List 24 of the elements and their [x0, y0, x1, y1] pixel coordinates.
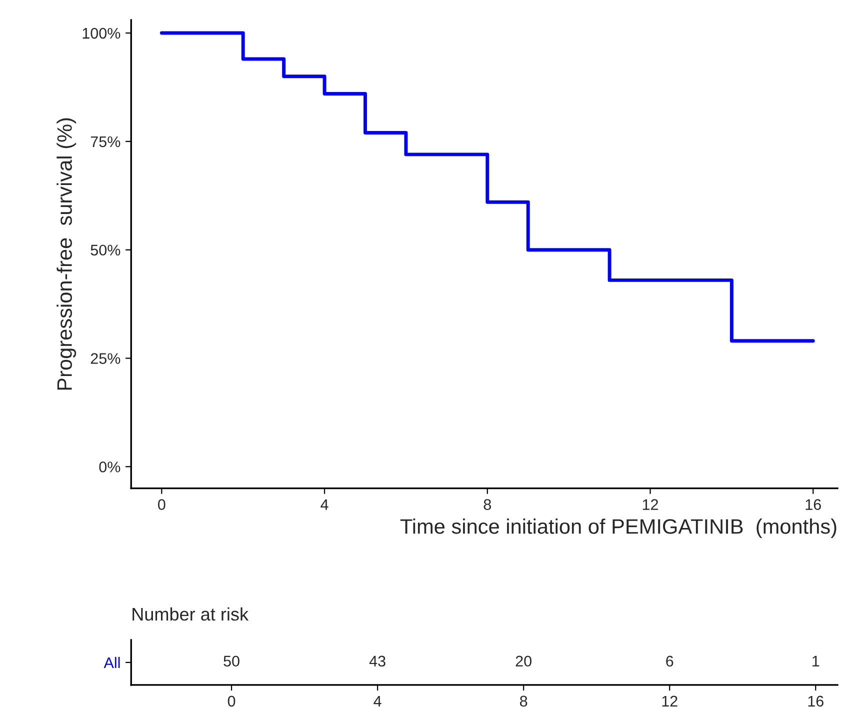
x-tick-label: 12 [662, 696, 678, 706]
x-tick-label: 4 [320, 499, 328, 510]
x-tick-label: 8 [484, 499, 491, 510]
y-tick-label: 50% [90, 244, 120, 256]
y-axis-title: Progression-free survival (%) [56, 118, 76, 390]
x-tick-label: 0 [228, 696, 236, 707]
y-tick-label: 100% [82, 28, 120, 39]
y-tick-label: 0% [99, 462, 120, 472]
x-tick-label: 8 [520, 696, 528, 707]
chart-title: Number at risk [132, 607, 249, 621]
x-tick-label: 12 [642, 499, 658, 510]
y-tick-label: 75% [90, 136, 120, 148]
x-tick-label: 16 [808, 696, 824, 707]
x-tick-label: 4 [374, 696, 382, 706]
x-tick-label: 16 [806, 499, 821, 510]
data-label: 1 [812, 656, 820, 666]
data-label: 43 [369, 656, 386, 667]
data-label: 20 [516, 656, 532, 667]
y-tick-label: 25% [90, 353, 120, 364]
y-tick-label: All [104, 656, 120, 668]
data-label: 6 [666, 656, 674, 667]
x-tick-label: 0 [158, 499, 166, 510]
data-label: 50 [224, 656, 240, 667]
x-axis-title: Time since initiation of PEMIGATINIB (months) [400, 518, 836, 538]
